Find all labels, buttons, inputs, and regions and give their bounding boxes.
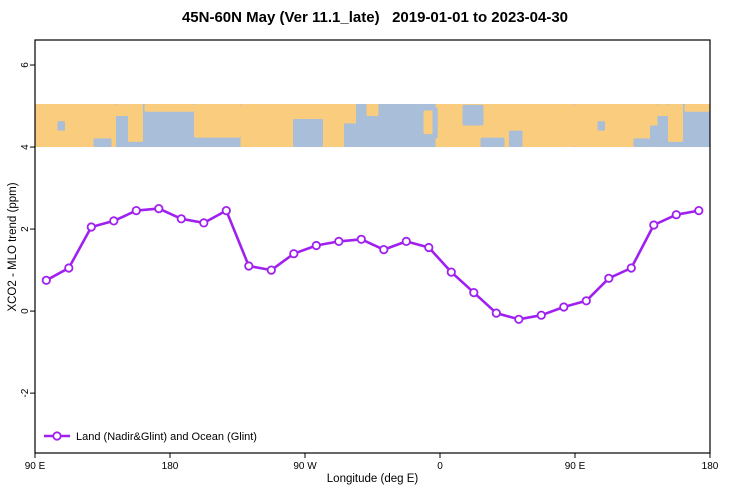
map-land-alaska <box>194 103 241 138</box>
y-tick-label: 4 <box>20 144 31 150</box>
chart-title: 45N-60N May (Ver 11.1_late) 2019-01-01 t… <box>181 9 569 26</box>
x-axis-label: Longitude (deg E) <box>326 473 419 485</box>
x-tick-label: 180 <box>702 461 719 472</box>
data-point-marker <box>199 218 209 228</box>
map-water-north-sea-channel <box>432 107 438 139</box>
map-water-black-sea <box>480 137 505 148</box>
map-water-gulf-st-lawrence <box>344 123 356 148</box>
map-water-lake-baikal <box>57 121 65 131</box>
x-tick-label: 90 E <box>565 461 586 472</box>
map-land-siberia-west <box>35 103 116 148</box>
data-point-marker <box>86 222 96 232</box>
data-point-marker <box>559 302 569 312</box>
data-point-marker <box>491 308 501 318</box>
data-point-marker <box>176 214 186 224</box>
data-point-marker <box>41 275 51 285</box>
legend-marker-sample <box>52 431 62 441</box>
map-land-siberia-east <box>575 103 658 148</box>
data-point-marker <box>649 220 659 230</box>
map-land-okhotsk-coast-2 <box>657 103 668 117</box>
data-point-marker <box>334 236 344 246</box>
data-point-marker <box>131 206 141 216</box>
y-tick-label: 6 <box>20 62 31 68</box>
data-point-marker <box>581 296 591 306</box>
y-tick-label: 2 <box>20 226 31 232</box>
x-tick-label: 180 <box>162 461 179 472</box>
data-point-marker <box>289 249 299 259</box>
data-point-marker <box>221 206 231 216</box>
y-axis-label: XCO2 - MLO trend (ppm) <box>7 182 19 312</box>
data-point-marker <box>446 267 456 277</box>
data-point-marker <box>154 204 164 214</box>
map-land-kamchatka-2 <box>668 103 683 142</box>
y-tick-label: -2 <box>20 388 31 397</box>
map-water-okhotsk-west-2 <box>650 125 658 148</box>
x-tick-label: 0 <box>437 461 443 472</box>
map-land-okhotsk-coast <box>116 103 128 117</box>
data-point-marker <box>311 240 321 251</box>
map-land-chukotka-strip-2 <box>684 103 710 112</box>
data-point-marker <box>671 210 681 220</box>
y-tick-label: 0 <box>20 308 31 314</box>
map-land-chukotka-strip <box>144 103 194 112</box>
data-point-marker <box>514 314 524 324</box>
data-point-marker <box>536 310 546 320</box>
map-land-kamchatka <box>128 103 143 142</box>
map-water-sea-of-japan <box>93 138 112 148</box>
map-water-caspian-sea <box>509 130 523 148</box>
data-point-marker <box>244 261 254 271</box>
map-water-lake-baikal-2 <box>597 121 605 131</box>
x-tick-label: 90 W <box>293 461 317 472</box>
x-tick-label: 90 E <box>25 461 46 472</box>
map-water-hudson-bay <box>293 119 323 148</box>
data-point-marker <box>401 236 411 246</box>
map-land-europe-russia <box>435 103 575 148</box>
map-water-baltic-sea <box>462 104 484 126</box>
plot-border <box>34 39 711 454</box>
data-point-marker <box>266 265 276 275</box>
map-water-sea-of-japan-2 <box>633 138 650 148</box>
data-point-marker <box>109 216 119 226</box>
trend-line <box>44 207 701 321</box>
legend-label: Land (Nadir&Glint) and Ocean (Glint) <box>76 431 257 443</box>
data-point-marker <box>64 263 74 273</box>
data-point-marker <box>694 206 704 216</box>
data-point-marker <box>469 287 479 298</box>
data-point-marker <box>626 263 636 273</box>
data-point-marker <box>424 242 434 253</box>
data-point-marker <box>604 273 614 283</box>
data-point-marker <box>356 234 366 244</box>
data-point-marker <box>379 245 389 255</box>
map-land-greenland-tip <box>366 103 379 117</box>
